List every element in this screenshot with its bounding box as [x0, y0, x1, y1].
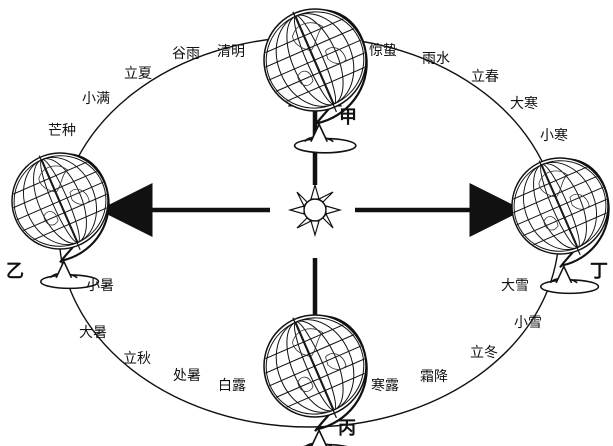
- term-daxue: 大雪: [501, 278, 529, 294]
- term-lichun: 立春: [471, 69, 499, 85]
- term-xiaoxue: 小雪: [514, 315, 542, 331]
- term-xiaoshu: 小暑: [86, 278, 114, 294]
- term-lidong: 立冬: [470, 345, 498, 361]
- term-lixia: 立夏: [124, 66, 152, 82]
- term-hanlu: 寒露: [371, 377, 399, 394]
- term-xiaohan: 小寒: [540, 127, 568, 144]
- position-label-ding: 丁: [590, 261, 608, 282]
- term-bailu: 白露: [218, 378, 246, 394]
- term-mangzhong: 芒种: [48, 123, 76, 139]
- term-liqiu: 立秋: [123, 351, 151, 367]
- term-xiaoman: 小满: [82, 91, 110, 107]
- sun-icon: [287, 182, 343, 238]
- term-shuangjiang: 霜降: [420, 369, 448, 385]
- term-yushui: 雨水: [422, 51, 450, 67]
- term-guyu: 谷雨: [172, 46, 200, 62]
- term-dahan: 大寒: [510, 95, 538, 112]
- term-chushu: 处暑: [173, 368, 201, 384]
- term-qingming: 清明: [217, 44, 245, 60]
- position-label-bing: 丙: [338, 418, 356, 439]
- position-label-yi: 乙: [6, 261, 24, 282]
- position-label-jia: 甲: [339, 107, 357, 128]
- term-jingzhe: 惊蛰: [369, 43, 397, 59]
- term-dashu: 大暑: [79, 325, 107, 341]
